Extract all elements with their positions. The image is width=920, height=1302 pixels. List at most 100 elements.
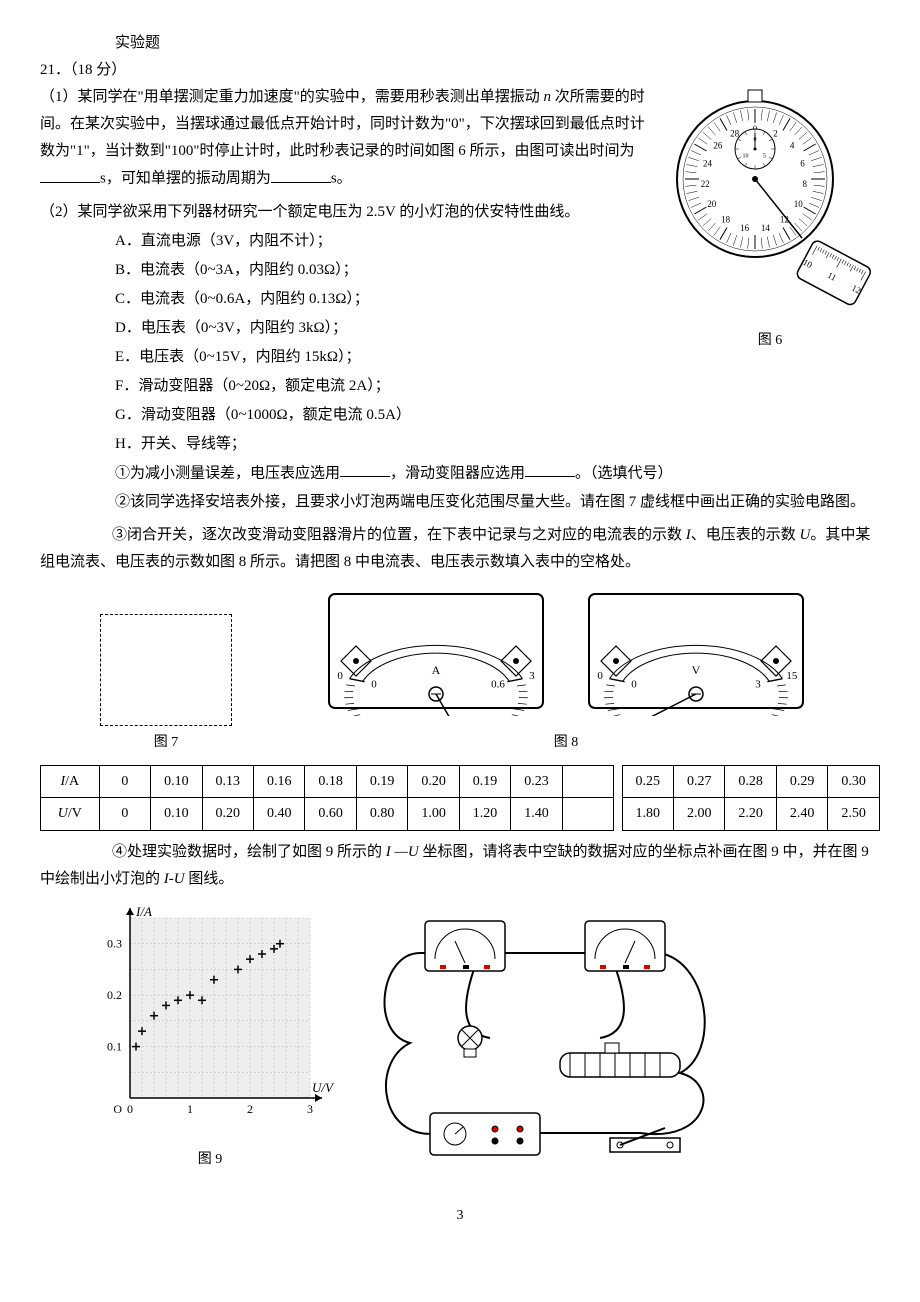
blank-period[interactable]: [271, 165, 331, 183]
table-cell: 0.13: [202, 766, 253, 798]
p1a: （1）某同学在"用单摆测定重力加速度"的实验中，需要用秒表测出单摆振动: [40, 89, 544, 105]
svg-text:0.6: 0.6: [491, 679, 505, 691]
table-cell: 1.20: [459, 798, 510, 830]
svg-text:5: 5: [763, 154, 766, 160]
figure-7-box[interactable]: [100, 614, 232, 726]
svg-text:10: 10: [742, 154, 748, 160]
IU1: I —U: [386, 844, 419, 860]
svg-text:0: 0: [371, 679, 377, 691]
q1b: ，滑动变阻器应选用: [390, 465, 525, 481]
table-cell: 2.20: [725, 798, 776, 830]
table-cell: 0.18: [305, 766, 356, 798]
svg-text:20: 20: [707, 199, 717, 209]
svg-text:2: 2: [247, 1102, 253, 1116]
svg-text:U/V: U/V: [312, 1080, 335, 1095]
table-cell: 0.19: [459, 766, 510, 798]
section-title: 实验题: [40, 30, 880, 57]
question-number: 21．（18 分）: [40, 57, 880, 84]
svg-text:6: 6: [800, 159, 805, 169]
blank-time[interactable]: [40, 165, 100, 183]
svg-text:18: 18: [721, 214, 731, 224]
table-cell: 0: [99, 798, 150, 830]
table-cell: 0.16: [254, 766, 305, 798]
q1c: 。（选填代号）: [575, 465, 673, 481]
table-cell: 0.19: [356, 766, 407, 798]
svg-text:0: 0: [337, 670, 343, 682]
svg-text:0.3: 0.3: [107, 936, 122, 950]
table-cell[interactable]: [562, 798, 613, 830]
Uvar1: U: [800, 527, 811, 543]
row-label: U/V: [41, 798, 100, 830]
svg-text:3: 3: [529, 670, 535, 682]
table-cell: 0.20: [408, 766, 459, 798]
page-number: 3: [40, 1203, 880, 1228]
svg-text:0.1: 0.1: [107, 1039, 122, 1053]
svg-text:3: 3: [307, 1102, 313, 1116]
voltmeter-panel: 0510150123V: [581, 586, 811, 726]
table-cell: 0.20: [202, 798, 253, 830]
q3b: 、电压表的示数: [691, 527, 800, 543]
svg-text:8: 8: [802, 179, 807, 189]
svg-text:0: 0: [597, 670, 603, 682]
svg-text:28: 28: [730, 128, 740, 138]
table-cell: 1.80: [622, 798, 673, 830]
q3a: ③闭合开关，逐次改变滑动变阻器滑片的位置，在下表中记录与之对应的电流表的示数: [112, 527, 686, 543]
svg-text:2: 2: [773, 128, 778, 138]
blank-voltmeter-choice[interactable]: [340, 460, 390, 478]
table-cell: 0.29: [776, 766, 827, 798]
svg-text:0: 0: [127, 1102, 133, 1116]
data-table: I/A00.100.130.160.180.190.200.190.230.25…: [40, 765, 880, 830]
svg-text:14: 14: [761, 223, 771, 233]
svg-text:16: 16: [740, 223, 750, 233]
table-cell: 1.00: [408, 798, 459, 830]
svg-text:15: 15: [786, 670, 798, 682]
figure-row-9: 01230.10.20.3OI/AU/V 图 9: [40, 903, 880, 1173]
row-label: I/A: [41, 766, 100, 798]
table-cell: 0.10: [151, 766, 202, 798]
table-cell: 2.50: [828, 798, 880, 830]
blank-rheostat-choice[interactable]: [525, 460, 575, 478]
q4a: ④处理实验数据时，绘制了如图 9 所示的: [112, 844, 386, 860]
p1u2: s。: [331, 171, 352, 187]
option-F: F．滑动变阻器（0~20Ω，额定电流 2A）；: [115, 373, 880, 400]
table-cell: 2.40: [776, 798, 827, 830]
figure-9-caption: 图 9: [80, 1147, 340, 1172]
figure-row-7-8: 图 7 012300.20.40.6A 0510150123V 图 8: [40, 586, 880, 755]
sub-q2-line1: ②该同学选择安培表外接，且要求小灯泡两端电压变化范围尽量大些。请在图 7 虚线框…: [115, 489, 880, 516]
table-cell: 0.30: [828, 766, 880, 798]
option-H: H．开关、导线等；: [115, 431, 880, 458]
svg-text:4: 4: [790, 141, 795, 151]
svg-text:0: 0: [631, 679, 637, 691]
svg-text:3: 3: [755, 679, 761, 691]
svg-text:V: V: [692, 663, 701, 677]
p1u1: s，可知单摆的振动周期为: [100, 171, 271, 187]
table-cell: 0.80: [356, 798, 407, 830]
table-cell[interactable]: [562, 766, 613, 798]
figure-8-caption: 图 8: [252, 730, 880, 755]
svg-text:22: 22: [701, 179, 710, 189]
table-cell: 2.00: [674, 798, 725, 830]
ammeter-panel: 012300.20.40.6A: [321, 586, 551, 726]
table-cell: 0.23: [511, 766, 562, 798]
table-cell: 0.25: [622, 766, 673, 798]
svg-text:1: 1: [187, 1102, 193, 1116]
table-cell: 0: [99, 766, 150, 798]
sub-q4: ④处理实验数据时，绘制了如图 9 所示的 I —U 坐标图，请将表中空缺的数据对…: [40, 839, 880, 893]
table-cell: 0.27: [674, 766, 725, 798]
table-cell: 0.28: [725, 766, 776, 798]
figure-6: 0246810121416182022242628 0510 101112 图 …: [660, 84, 880, 353]
IU2: I-U: [164, 871, 185, 887]
svg-text:O: O: [113, 1102, 122, 1116]
table-cell: 0.60: [305, 798, 356, 830]
q4c: 图线。: [185, 871, 234, 887]
sub-q1: ①为减小测量误差，电压表应选用 ，滑动变阻器应选用 。（选填代号）: [115, 460, 880, 488]
sub-q3: ③闭合开关，逐次改变滑动变阻器滑片的位置，在下表中记录与之对应的电流表的示数 I…: [40, 522, 880, 576]
table-cell: 0.40: [254, 798, 305, 830]
figure-7-caption: 图 7: [100, 730, 232, 755]
q1a: ①为减小测量误差，电压表应选用: [115, 465, 340, 481]
svg-text:26: 26: [713, 141, 723, 151]
table-cell: 0.10: [151, 798, 202, 830]
svg-text:I/A: I/A: [135, 904, 152, 919]
n-var: n: [544, 89, 552, 105]
figure-9-chart: 01230.10.20.3OI/AU/V: [80, 903, 340, 1133]
